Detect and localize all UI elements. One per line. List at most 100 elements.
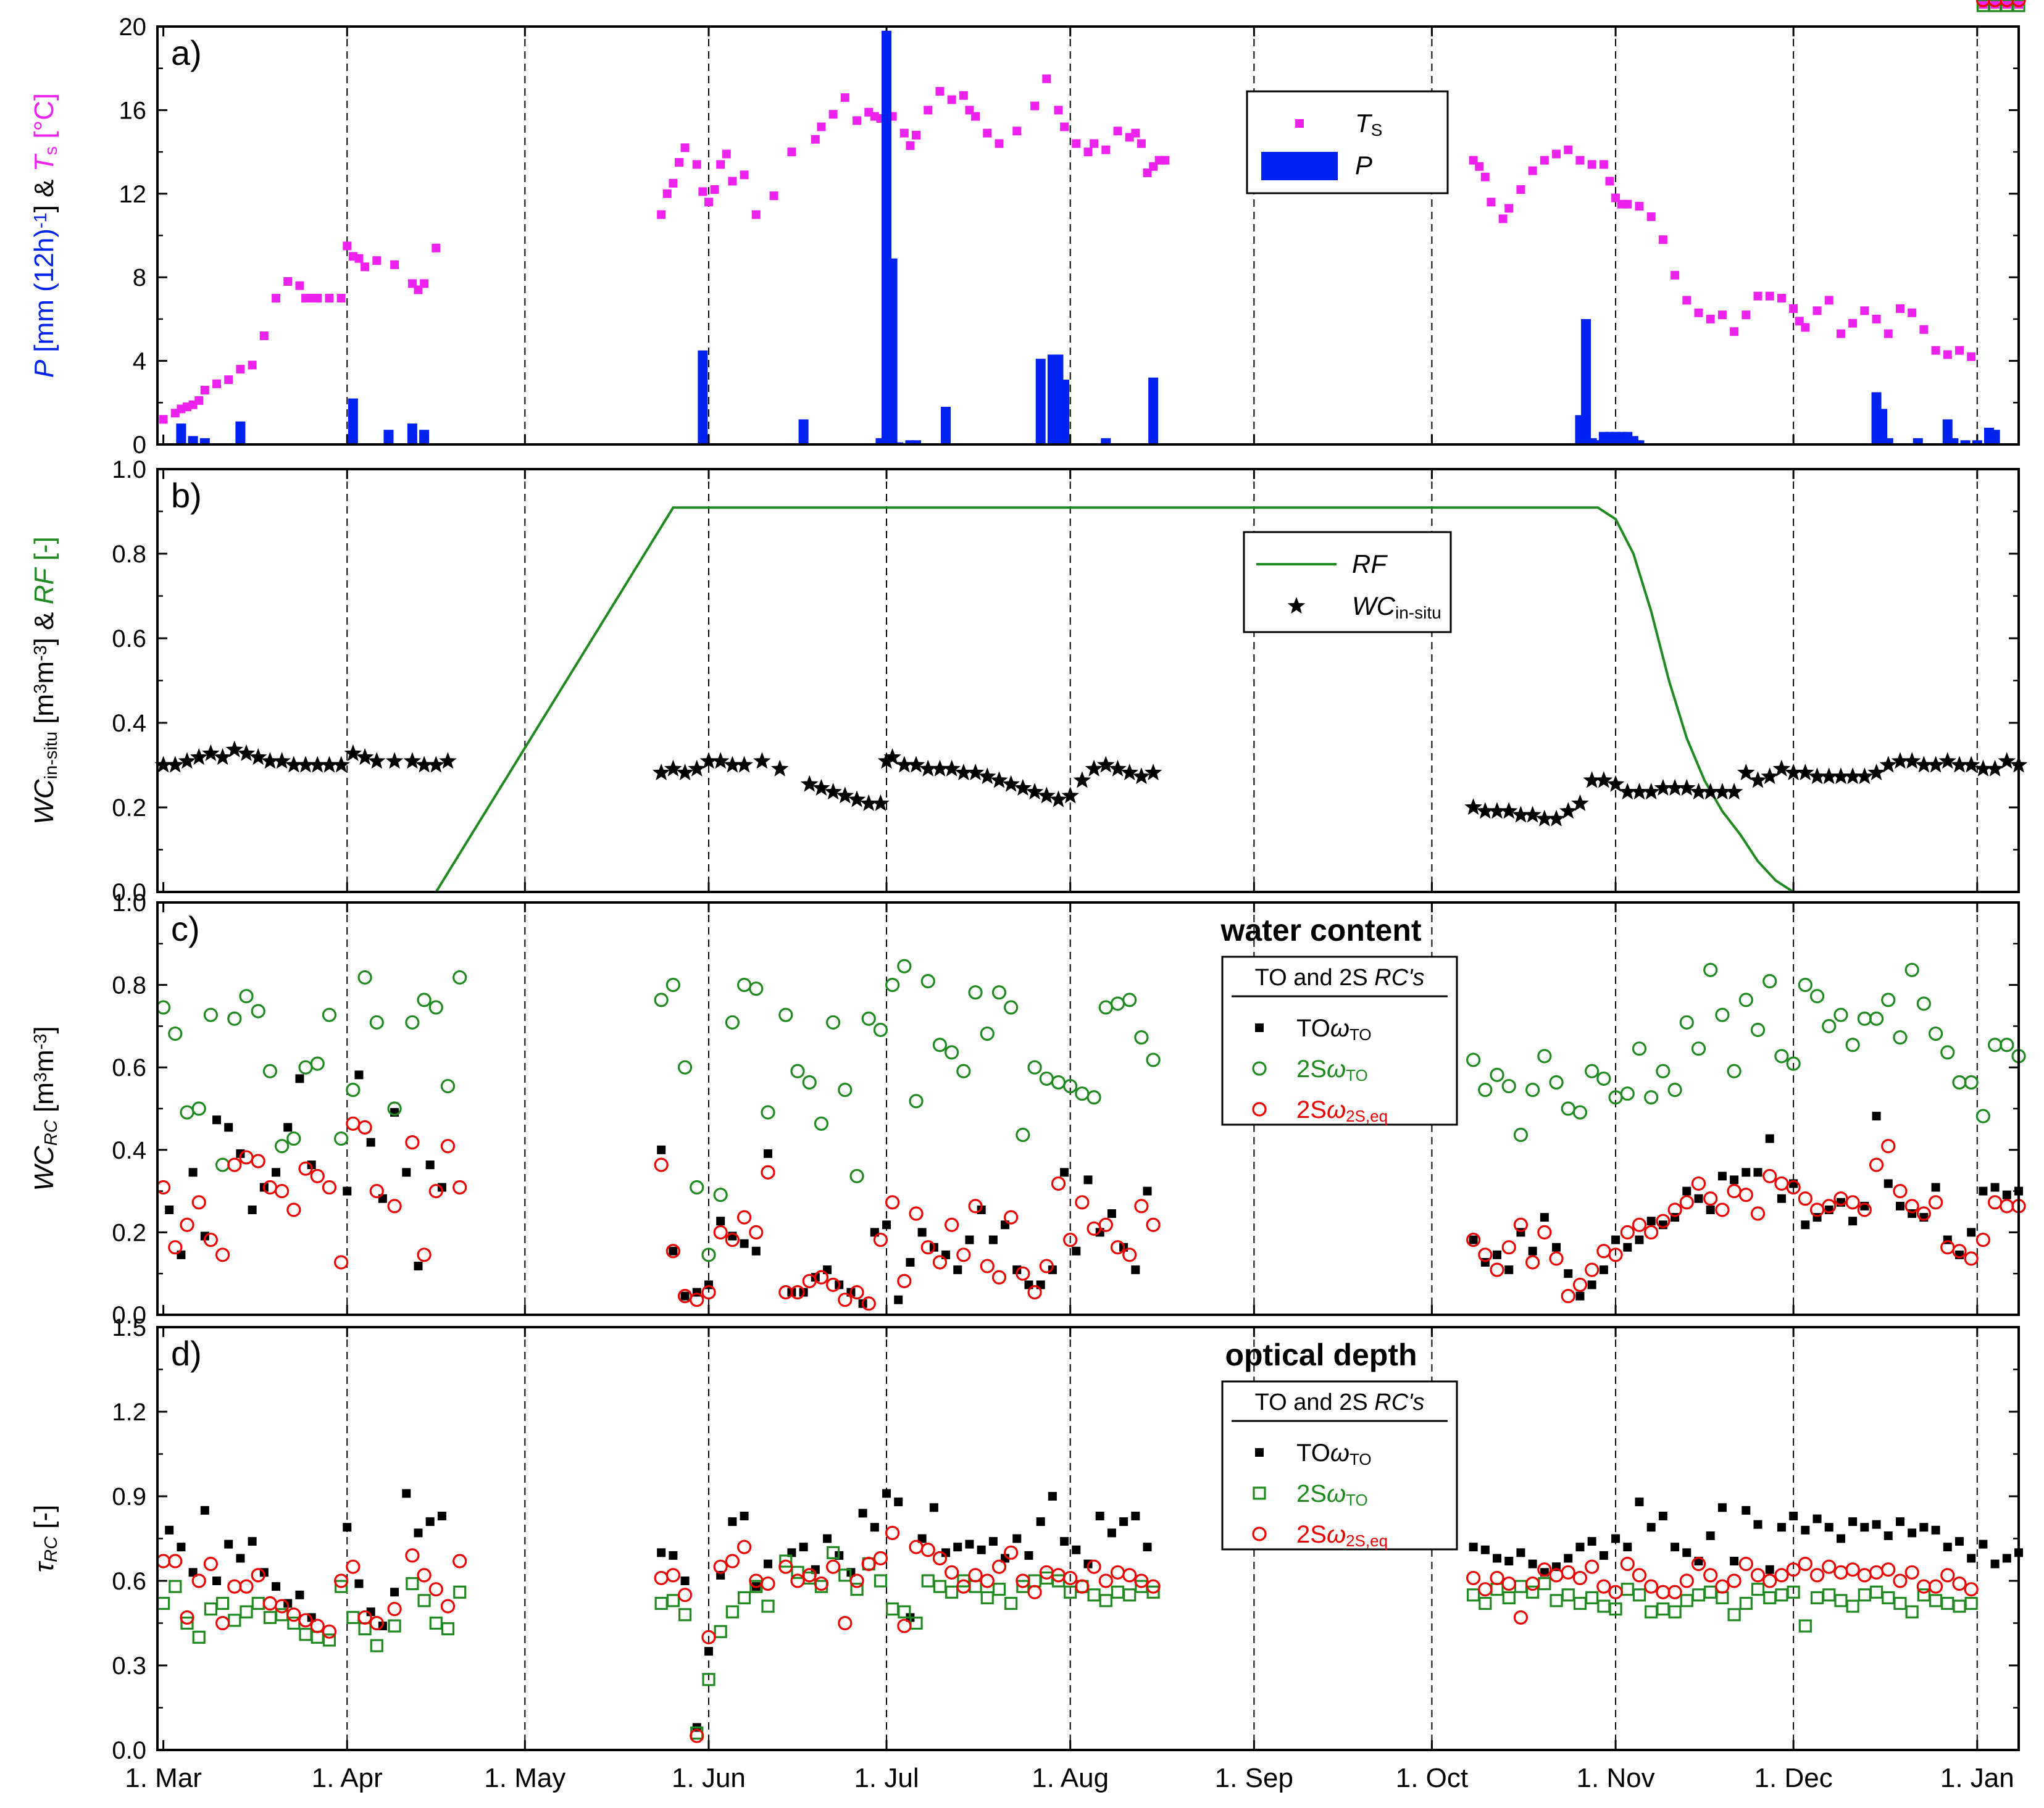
data-point [725,1554,740,1568]
data-point [1575,1543,1585,1552]
data-point [427,756,445,773]
data-point [665,1568,680,1583]
data-point [828,110,838,119]
data-point [965,1235,974,1244]
data-point [1623,199,1632,209]
data-point [275,1599,290,1614]
data-point [1765,1134,1774,1143]
data-point [1478,1083,1493,1098]
data-point [1848,1517,1858,1527]
data-point [168,1554,183,1568]
data-point [1846,1599,1859,1613]
data-point [1679,1015,1694,1030]
precip-bar [1913,438,1923,444]
data-point [761,1165,775,1180]
y-tick-label: 1.0 [112,889,146,917]
data-point [1765,1565,1774,1574]
data-point [1691,1041,1706,1056]
x-axis-labels: 1. Mar 1. Apr 1. May 1. Jun 1. Jul 1. Aug 1. S… [125,1763,2014,1793]
data-point [1642,783,1660,800]
data-point [425,1517,435,1527]
data-point [1564,1554,1573,1563]
data-point [1952,1576,1967,1591]
data-point [1908,308,1917,317]
data-point [1620,1086,1635,1101]
data-point [1525,1576,1540,1591]
data-point [385,752,404,769]
data-point [1986,759,2004,777]
data-point [298,1613,313,1628]
data-point [1798,1619,1812,1633]
data-point [1848,319,1858,328]
data-point [1952,1244,1967,1259]
data-point [1504,204,1514,213]
data-point [956,1064,971,1078]
x-tick-label: 1. May [484,1763,565,1793]
data-point [657,1145,666,1154]
data-point [978,767,996,785]
data-point [1679,1195,1694,1210]
data-point [1798,1191,1812,1206]
data-point [737,1591,751,1604]
panel-letter: d) [171,1334,202,1373]
data-point [980,1573,995,1588]
data-point [1072,1246,1081,1256]
legend-box [1221,1380,1458,1551]
panel-title: optical depth [1225,1338,1417,1372]
data-point [1690,783,1708,800]
data-point [885,1195,900,1210]
y-tick-label: 0.4 [112,710,146,737]
data-point [1713,783,1732,800]
data-point [239,1579,254,1594]
data-point [1144,764,1162,781]
data-point [945,1217,959,1232]
data-point [1928,1195,1943,1210]
data-point [1777,1523,1786,1532]
data-point [692,160,701,169]
data-point [1919,1523,1929,1532]
data-point [1608,1585,1623,1599]
data-point [1857,1202,1872,1217]
data-point [428,1582,443,1597]
data-point [1784,764,1803,781]
y-tick-label: 0.2 [112,794,146,822]
data-point [1063,1232,1078,1248]
legend: TS P [1246,90,1449,194]
data-point [169,1580,182,1593]
data-point [826,1277,841,1293]
data-point [1836,1534,1845,1543]
panel-a: 0 4 8 12 16 20 P [mm (12h)-1] & Ts [°C] a) TS P [29,0,2023,459]
data-point [945,1045,959,1060]
data-point [1623,1543,1632,1552]
data-point [1667,1202,1682,1217]
data-point [1954,1537,1964,1546]
data-point [1504,1265,1514,1275]
data-point [1493,1554,1502,1563]
data-point [1587,1280,1596,1289]
data-point [1605,177,1614,186]
data-point [1490,1570,1504,1586]
panel-c: 0.0 0.2 0.4 0.6 0.8 1.0 WCRC [m3m-3] c) water co… [29,889,2026,1329]
data-point [402,1489,411,1498]
data-point [1893,1030,1908,1045]
data-point [239,989,254,1004]
legend-swatch [1252,1102,1267,1117]
data-point [652,764,670,781]
data-point [1587,160,1596,169]
data-point [1063,1078,1078,1094]
data-point [761,1599,775,1613]
precip-bar [1593,440,1603,444]
data-point [1061,786,1079,804]
legend-label: TOωTO [1296,1015,1372,1044]
data-point [778,1007,793,1022]
data-point [1109,759,1127,777]
data-point [1012,1534,1022,1543]
data-point [1940,1568,1955,1583]
data-point [225,740,244,757]
legend: TO and 2S RC's TOωTO 2SωTO 2Sω2S,eq [1221,956,1458,1126]
data-point [838,1568,852,1582]
data-point [453,970,467,985]
data-point [227,1157,242,1172]
legend-swatch [1253,1486,1266,1500]
precip-bar [188,436,198,444]
